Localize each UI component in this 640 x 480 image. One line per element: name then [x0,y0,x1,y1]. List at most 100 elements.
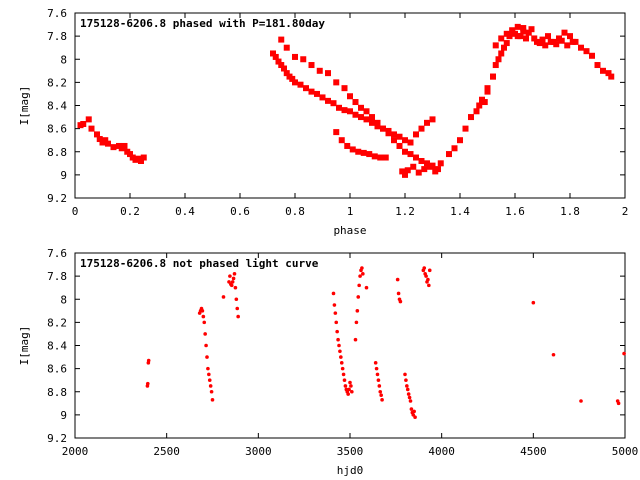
data-point [427,283,431,288]
data-point [547,38,554,45]
data-point [391,131,397,138]
data-point [418,158,425,164]
x-axis-title: hjd0 [337,464,364,477]
data-point [352,111,359,118]
data-point [457,137,463,144]
y-tick-label: 9 [60,409,67,422]
data-point [410,163,417,170]
data-point [314,90,320,97]
data-point [437,160,444,167]
data-point [380,125,386,132]
data-point [536,40,543,47]
data-point [551,352,556,357]
data-point [333,311,338,315]
x-tick-label: 1.6 [505,205,525,218]
data-point [347,108,353,115]
x-tick-label: 4000 [428,445,455,458]
data-point [374,366,379,371]
x-axis-title: phase [333,224,366,237]
data-point [408,399,413,403]
data-point [336,337,340,342]
data-point [342,378,347,382]
data-point [492,42,499,49]
data-point [380,398,384,402]
data-point [382,154,389,161]
x-tick-label: 2000 [62,445,89,458]
chart-panel-2: 2000 2500 3000 3500 4000 4500 5000 7.6 7.8 8 8.2 8.… [18,247,638,477]
data-point [545,33,551,40]
data-point [402,171,408,178]
data-point [207,372,211,377]
data-point [339,355,343,359]
data-point [272,53,279,60]
data-point [405,384,409,388]
data-point [204,343,208,348]
data-point [316,67,323,74]
data-series [145,266,626,419]
data-point [80,121,87,127]
data-point [292,79,298,86]
data-point [340,366,345,371]
data-point [229,283,234,288]
data-point [553,41,560,48]
data-point [495,56,502,63]
data-point [426,277,430,282]
data-point [561,29,568,36]
x-tick-label: 0.2 [120,205,140,218]
data-point [235,306,240,311]
data-point [325,97,331,104]
data-point [374,119,381,126]
data-point [347,387,351,392]
data-point [424,119,430,126]
data-point [396,291,401,296]
data-point [569,38,576,45]
data-point [308,62,315,69]
x-tick-label: 3000 [245,445,272,458]
data-point [377,384,382,388]
data-point [498,50,505,57]
data-point [402,137,408,144]
data-point [531,300,536,305]
y-tick-label: 8.4 [47,100,67,113]
data-point [558,37,565,44]
data-point [358,274,362,278]
data-point [492,62,499,69]
data-point [473,108,480,115]
data-point [523,35,529,42]
data-point [331,291,336,296]
data-point [102,137,109,144]
data-point [371,153,378,160]
data-point [503,30,510,37]
data-point [589,52,595,59]
data-point [308,88,315,95]
data-point [330,100,337,107]
data-point [525,29,532,36]
data-point [369,114,375,121]
data-point [424,160,430,167]
data-point [336,104,342,111]
x-tick-label: 1.8 [560,205,580,218]
data-point [377,154,384,161]
data-point [594,62,601,69]
data-point [343,384,348,388]
data-point [398,299,403,304]
data-point [378,389,383,394]
y-tick-label: 7.6 [47,247,67,260]
data-point [407,395,412,400]
data-point [567,33,573,40]
data-point [369,119,375,126]
data-point [363,116,370,123]
data-point [127,151,133,158]
data-point [360,149,367,156]
data-point [514,33,521,40]
data-point [418,125,425,132]
y-tick-label: 8.8 [47,386,67,399]
data-point [347,93,353,100]
data-point [275,58,282,65]
data-point [203,332,207,336]
data-point [338,349,342,354]
data-point [337,343,341,348]
data-point [355,148,362,155]
data-point [94,131,100,138]
